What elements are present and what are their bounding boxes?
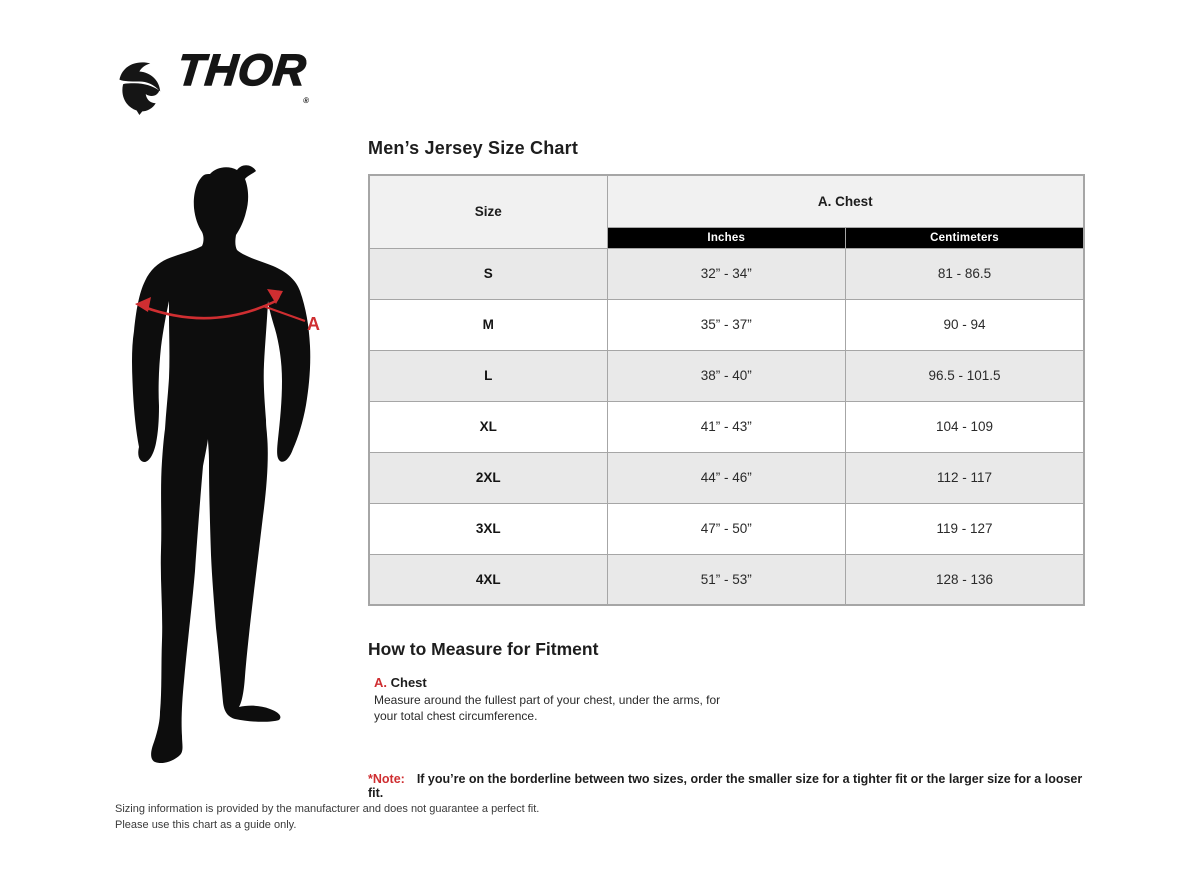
disclaimer-line-2: Please use this chart as a guide only. [115,818,297,831]
chest-measurement-annotation: A [135,289,320,334]
male-silhouette-figure: A [132,165,320,764]
brand-logo: THOR® [114,42,311,130]
inches-value: 47” - 50” [606,502,846,555]
centimeters-value: 104 - 109 [845,400,1085,453]
centimeters-value: 112 - 117 [845,451,1085,504]
centimeters-value: 128 - 136 [845,553,1085,606]
table-row-2xl: 2XL 44” - 46” 112 - 117 [368,451,1085,504]
disclaimer-line-1: Sizing information is provided by the ma… [115,803,540,815]
table-row-m: M 35” - 37” 90 - 94 [368,298,1085,351]
measure-item-chest: A. Chest Measure around the fullest part… [368,675,1085,725]
inches-value: 51” - 53” [606,553,846,606]
table-row-l: L 38” - 40” 96.5 - 101.5 [368,349,1085,402]
size-value: S [368,247,608,300]
chest-measure-arc [143,299,277,320]
table-row-xl: XL 41” - 43” 104 - 109 [368,400,1085,453]
inches-value: 35” - 37” [606,298,846,351]
arrowhead-left-icon [135,297,151,312]
size-value: 4XL [368,553,608,606]
measure-item-name: Chest [390,675,427,690]
centimeters-value: 119 - 127 [845,502,1085,555]
male-silhouette [132,165,311,764]
measure-item-letter: A. [374,675,387,690]
column-header-centimeters: Centimeters [845,226,1085,249]
size-value: L [368,349,608,402]
size-value: 3XL [368,502,608,555]
size-chart-table: Size A. Chest Inches Centimeters S 32” -… [368,174,1085,606]
note-label: *Note: [368,771,405,786]
table-row-3xl: 3XL 47” - 50” 119 - 127 [368,502,1085,555]
brand-logo-text: THOR® [174,45,310,105]
trademark-symbol: ® [302,96,310,105]
column-header-chest: A. Chest [606,174,1085,228]
page-title: Men’s Jersey Size Chart [368,138,579,158]
sizing-note: *Note: If you’re on the borderline betwee… [368,772,1085,800]
inches-value: 38” - 40” [606,349,846,402]
centimeters-value: 96.5 - 101.5 [845,349,1085,402]
label-pointer-line [262,305,306,322]
centimeters-value: 90 - 94 [845,298,1085,351]
arrowhead-right-icon [267,289,283,304]
measure-item-heading: A. Chest [374,675,1085,690]
centimeters-value: 81 - 86.5 [845,247,1085,300]
table-row-s: S 32” - 34” 81 - 86.5 [368,247,1085,300]
size-chart-content: Men’s Jersey Size Chart Size A. Chest In… [368,138,1085,800]
size-value: XL [368,400,608,453]
size-value: 2XL [368,451,608,504]
disclaimer: Sizing information is provided by the ma… [115,802,539,834]
size-value: M [368,298,608,351]
inches-value: 41” - 43” [606,400,846,453]
note-text: If you’re on the borderline between two … [368,771,1083,800]
column-header-size: Size [368,174,608,249]
measure-section-title: How to Measure for Fitment [368,639,599,659]
inches-value: 32” - 34” [606,247,846,300]
chest-label-a: A [307,314,320,334]
measure-item-description: Measure around the fullest part of your … [374,693,721,723]
inches-value: 44” - 46” [606,451,846,504]
goat-head-icon [119,62,161,115]
column-header-inches: Inches [606,226,846,249]
table-row-4xl: 4XL 51” - 53” 128 - 136 [368,553,1085,606]
